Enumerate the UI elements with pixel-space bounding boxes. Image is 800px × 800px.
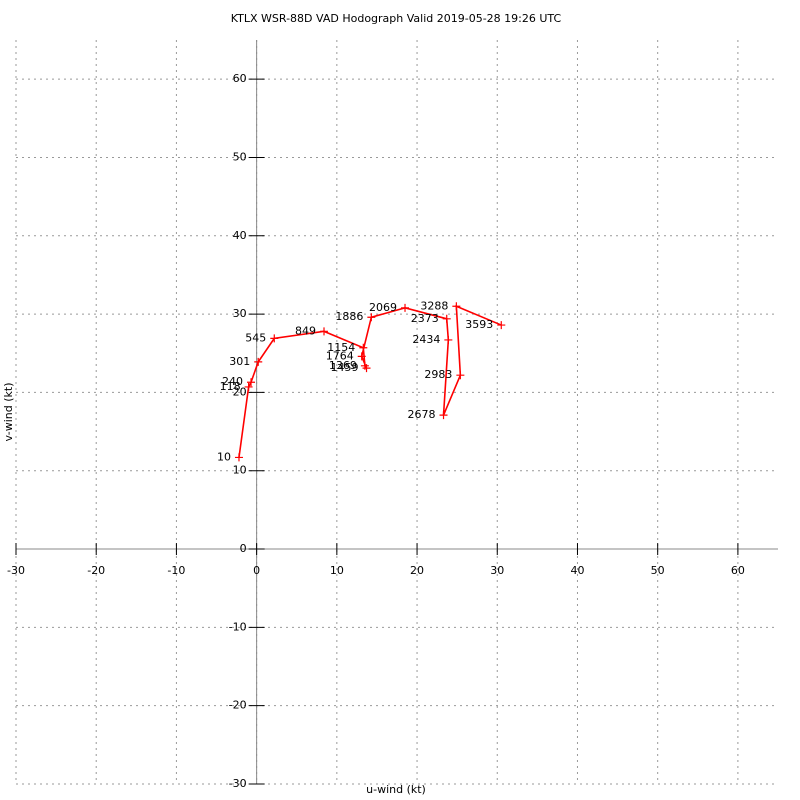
x-tick-label: 50 <box>651 564 665 577</box>
point-label: 1369 <box>329 359 357 372</box>
point-label: 1459 <box>331 361 359 374</box>
y-tick-label: 30 <box>233 307 247 320</box>
point-label: 1764 <box>326 349 354 362</box>
point-marker <box>247 378 256 387</box>
point-label: 3288 <box>420 299 448 312</box>
y-tick-label: 40 <box>233 229 247 242</box>
x-tick-label: 60 <box>731 564 745 577</box>
point-marker <box>439 411 448 420</box>
point-marker <box>244 382 253 391</box>
hodograph-line <box>238 305 502 458</box>
x-tick-label: -20 <box>87 564 105 577</box>
point-label: 2373 <box>411 312 439 325</box>
x-axis-label: u-wind (kt) <box>366 783 426 796</box>
x-tick-label: 0 <box>253 564 260 577</box>
point-marker <box>452 302 461 311</box>
point-marker <box>442 314 451 323</box>
point-marker <box>362 364 371 373</box>
point-marker <box>359 343 368 352</box>
y-tick-label: 60 <box>233 72 247 85</box>
x-tick-label: 10 <box>330 564 344 577</box>
point-marker <box>270 334 279 343</box>
y-tick-label: 50 <box>233 150 247 163</box>
point-marker <box>254 357 263 366</box>
point-label: 2434 <box>412 333 440 346</box>
point-marker <box>357 352 366 361</box>
point-label: 3593 <box>465 318 493 331</box>
y-tick-label: -30 <box>229 777 247 790</box>
y-tick-label: -10 <box>229 620 247 633</box>
x-tick-label: 20 <box>410 564 424 577</box>
point-marker <box>320 327 329 336</box>
y-tick-label: 20 <box>233 385 247 398</box>
point-label: 2983 <box>424 368 452 381</box>
chart-title: KTLX WSR-88D VAD Hodograph Valid 2019-05… <box>231 12 562 25</box>
point-label: 1154 <box>327 341 355 354</box>
x-tick-label: 40 <box>570 564 584 577</box>
point-marker <box>234 453 243 462</box>
x-tick-label: 30 <box>490 564 504 577</box>
point-marker <box>497 321 506 330</box>
y-tick-label: 10 <box>233 464 247 477</box>
y-tick-label: -20 <box>229 699 247 712</box>
point-label: 301 <box>229 355 250 368</box>
x-tick-label: -30 <box>7 564 25 577</box>
point-label: 1886 <box>335 310 363 323</box>
point-label: 2069 <box>369 301 397 314</box>
point-label: 2678 <box>408 408 436 421</box>
point-label: 10 <box>217 450 231 463</box>
point-marker <box>367 313 376 322</box>
point-marker <box>444 335 453 344</box>
point-label: 545 <box>245 331 266 344</box>
point-marker <box>456 371 465 380</box>
point-label: 240 <box>222 375 243 388</box>
x-tick-label: -10 <box>167 564 185 577</box>
point-marker <box>401 303 410 312</box>
point-label: 118 <box>220 380 241 393</box>
y-axis-label: v-wind (kt) <box>2 383 15 442</box>
point-label: 849 <box>295 324 316 337</box>
y-tick-label: 0 <box>240 542 247 555</box>
